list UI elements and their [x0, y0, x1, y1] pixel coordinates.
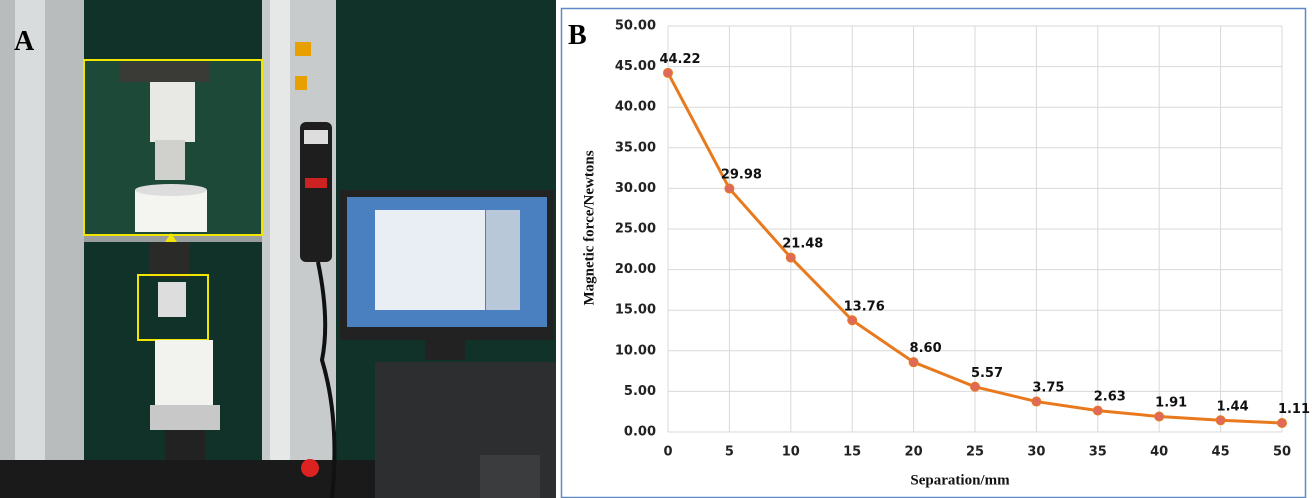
data-label: 1.11 [1278, 402, 1310, 417]
controller-screen [304, 130, 328, 144]
y-tick-label: 5.00 [624, 384, 656, 399]
x-tick-label: 45 [1212, 445, 1230, 460]
y-tick-label: 40.00 [615, 100, 656, 115]
data-point [664, 68, 673, 77]
label-sticker [295, 42, 311, 56]
frame-column [270, 0, 290, 498]
y-tick-label: 15.00 [615, 303, 656, 318]
data-point [786, 253, 795, 262]
y-tick-label: 50.00 [615, 19, 656, 34]
y-tick-label: 10.00 [615, 343, 656, 358]
clamp [120, 62, 210, 82]
monitor-stand [425, 340, 465, 360]
data-label: 8.60 [910, 341, 942, 356]
data-point [1278, 418, 1287, 427]
y-axis-title: Magnetic force/Newtons [581, 150, 597, 305]
rod [150, 242, 190, 278]
data-label: 2.63 [1094, 390, 1126, 405]
data-label: 3.75 [1032, 381, 1064, 396]
fixture [150, 82, 195, 142]
data-point [971, 382, 980, 391]
y-tick-label: 0.00 [624, 425, 656, 440]
x-tick-label: 25 [966, 445, 984, 460]
data-label: 29.98 [721, 168, 762, 183]
data-label: 44.22 [659, 52, 700, 67]
cylinder [155, 340, 213, 405]
data-point [1093, 406, 1102, 415]
x-axis-title: Separation/mm [910, 472, 1010, 488]
panel-label: B [568, 20, 587, 51]
data-label: 1.91 [1155, 395, 1187, 410]
controller-key [305, 178, 327, 188]
x-tick-label: 15 [843, 445, 861, 460]
cylinder [135, 190, 207, 232]
fixture [158, 282, 186, 317]
data-point [909, 358, 918, 367]
panel-label: A [14, 26, 35, 57]
data-label: 21.48 [782, 237, 823, 252]
stand [165, 430, 205, 460]
label-sticker [295, 76, 307, 90]
frame-column [15, 0, 45, 498]
data-point [1032, 397, 1041, 406]
screen-window [375, 210, 485, 310]
data-point [848, 316, 857, 325]
y-tick-label: 35.00 [615, 140, 656, 155]
y-tick-label: 45.00 [615, 59, 656, 74]
x-tick-label: 30 [1027, 445, 1045, 460]
y-tick-label: 20.00 [615, 262, 656, 277]
data-label: 5.57 [971, 366, 1003, 381]
pc-vent [480, 455, 540, 498]
data-point [725, 184, 734, 193]
x-tick-label: 10 [782, 445, 800, 460]
stop-button [301, 459, 319, 477]
y-tick-label: 30.00 [615, 181, 656, 196]
fixture [155, 140, 185, 180]
screen-panel [486, 210, 520, 310]
base-plate [150, 405, 220, 430]
data-label: 1.44 [1217, 399, 1249, 414]
data-point [1216, 416, 1225, 425]
x-tick-label: 50 [1273, 445, 1291, 460]
x-tick-label: 35 [1089, 445, 1107, 460]
x-tick-label: 40 [1150, 445, 1168, 460]
y-tick-label: 25.00 [615, 222, 656, 237]
cylinder-top [135, 184, 207, 196]
figure: A B Separation/mm Magnetic force/Newtons… [0, 0, 1312, 498]
data-point [1155, 412, 1164, 421]
x-tick-label: 20 [905, 445, 923, 460]
data-label: 13.76 [844, 299, 885, 314]
photo: A [0, 0, 556, 498]
x-tick-label: 5 [725, 445, 734, 460]
x-tick-label: 0 [663, 445, 672, 460]
